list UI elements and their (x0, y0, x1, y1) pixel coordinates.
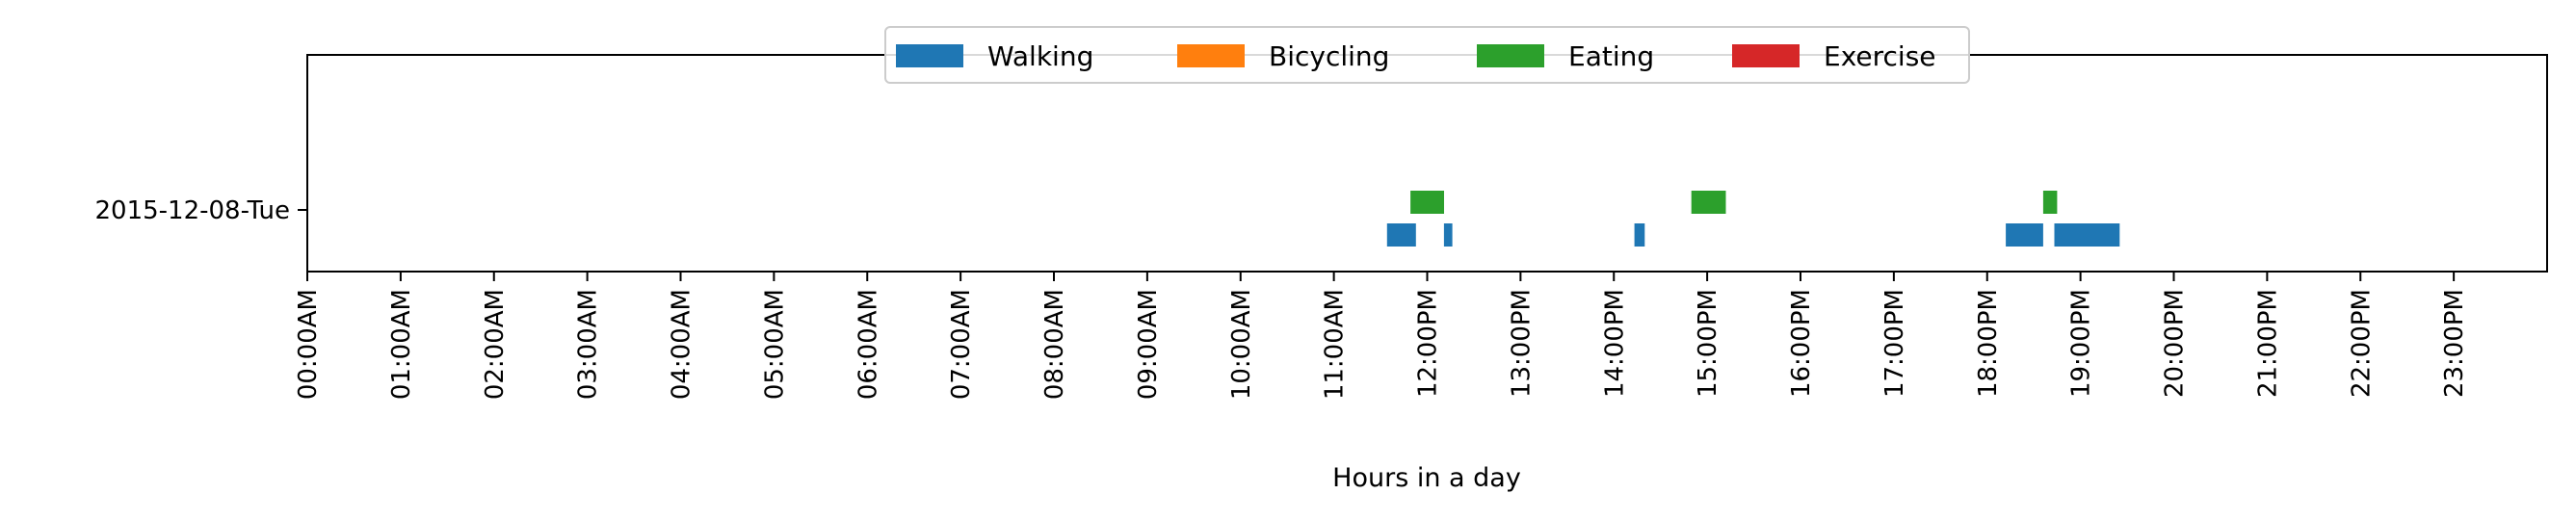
x-tick-label: 17:00PM (1880, 289, 1909, 398)
x-tick-label: 09:00AM (1134, 289, 1163, 400)
x-tick-label: 12:00PM (1414, 289, 1443, 398)
x-tick-label: 14:00PM (1600, 289, 1629, 398)
x-axis: 00:00AM 01:00AM 02:00AM 03:00AM 04:00AM 05:00… (294, 272, 2469, 400)
legend-label: Bicycling (1269, 40, 1389, 72)
x-tick-label: 10:00AM (1227, 289, 1256, 400)
legend-label: Walking (987, 40, 1093, 72)
legend-swatch (1177, 44, 1245, 67)
x-tick-label: 07:00AM (947, 289, 976, 400)
legend-swatch (1732, 44, 1800, 67)
legend-label: Exercise (1824, 40, 1936, 72)
bar-eating (2042, 191, 2058, 214)
x-tick-label: 02:00AM (481, 289, 510, 400)
legend-item-walking: Walking (896, 40, 1093, 72)
x-tick-label: 04:00AM (668, 289, 697, 400)
legend-item-exercise: Exercise (1732, 40, 1936, 72)
legend-label: Eating (1568, 40, 1654, 72)
x-tick-label: 19:00PM (2067, 289, 2096, 398)
x-tick-label: 22:00PM (2347, 289, 2376, 398)
x-tick-label: 03:00AM (574, 289, 603, 400)
y-axis: 2015-12-08-Tue (94, 196, 307, 225)
plot-area-frame (306, 54, 2548, 273)
bar-walking (2006, 223, 2043, 247)
x-tick-label: 11:00AM (1321, 289, 1350, 400)
legend: Walking Bicycling Eating Exercise (884, 26, 1970, 84)
x-tick-label: 01:00AM (387, 289, 416, 400)
x-tick-label: 21:00PM (2253, 289, 2282, 398)
bar-eating (1691, 191, 1726, 214)
legend-item-eating: Eating (1477, 40, 1654, 72)
x-tick-label: 23:00PM (2440, 289, 2469, 398)
bar-eating (1410, 191, 1444, 214)
legend-frame (884, 26, 1970, 84)
x-tick-label: 13:00PM (1507, 289, 1536, 398)
x-tick-label: 20:00PM (2161, 289, 2190, 398)
x-axis-label: Hours in a day (1332, 463, 1521, 493)
x-tick-label: 08:00AM (1040, 289, 1069, 400)
bar-walking (1443, 223, 1453, 247)
legend-item-bicycling: Bicycling (1177, 40, 1389, 72)
x-tick-label: 06:00AM (854, 289, 882, 400)
bar-walking (1634, 223, 1645, 247)
bar-walking (2054, 223, 2120, 247)
x-tick-label: 05:00AM (760, 289, 789, 400)
x-tick-label: 15:00PM (1694, 289, 1722, 398)
x-tick-label: 16:00PM (1787, 289, 1816, 398)
legend-swatch (1477, 44, 1544, 67)
bar-walking (1386, 223, 1416, 247)
x-tick-label: 18:00PM (1974, 289, 2003, 398)
x-tick-label: 00:00AM (294, 289, 323, 400)
legend-swatch (896, 44, 963, 67)
y-tick-label: 2015-12-08-Tue (94, 196, 290, 225)
bars-layer (1386, 191, 2120, 247)
